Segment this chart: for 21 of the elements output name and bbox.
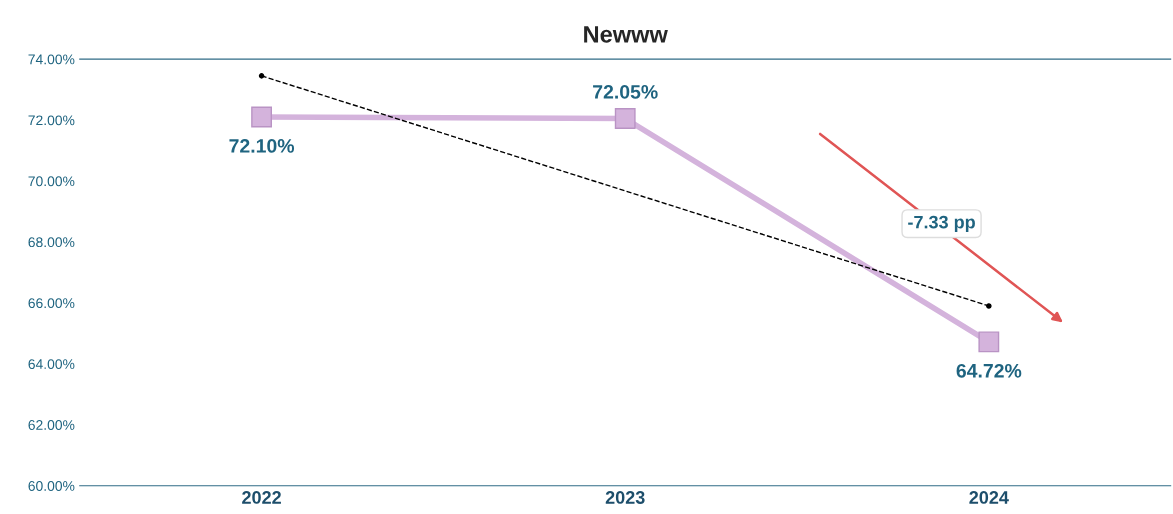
data-label: 64.72% — [956, 363, 1022, 378]
y-tick-label: 64.00% — [28, 359, 75, 370]
y-tick-label: 62.00% — [28, 420, 75, 430]
y-tick-label: 72.00% — [28, 115, 75, 126]
y-tick-label: 60.00% — [28, 481, 75, 491]
point — [978, 331, 1000, 353]
data-label: 72.05% — [593, 84, 658, 99]
y-tick-label: 66.00% — [28, 298, 75, 309]
point — [614, 108, 636, 129]
x-tick-label: 2022 — [242, 491, 281, 504]
annotation: -7.33 pp — [908, 215, 975, 233]
y-tick-label: 68.00% — [28, 237, 75, 248]
point — [258, 73, 265, 79]
chart-title: Newww — [584, 26, 668, 43]
x-tick-label: 2023 — [605, 491, 645, 504]
point — [986, 303, 992, 309]
x-tick-label: 2024 — [969, 491, 1009, 504]
y-tick-label: 74.00% — [28, 54, 75, 65]
point — [251, 106, 272, 128]
data-label: 72.10% — [229, 139, 295, 153]
y-tick-label: 70.00% — [28, 176, 75, 187]
